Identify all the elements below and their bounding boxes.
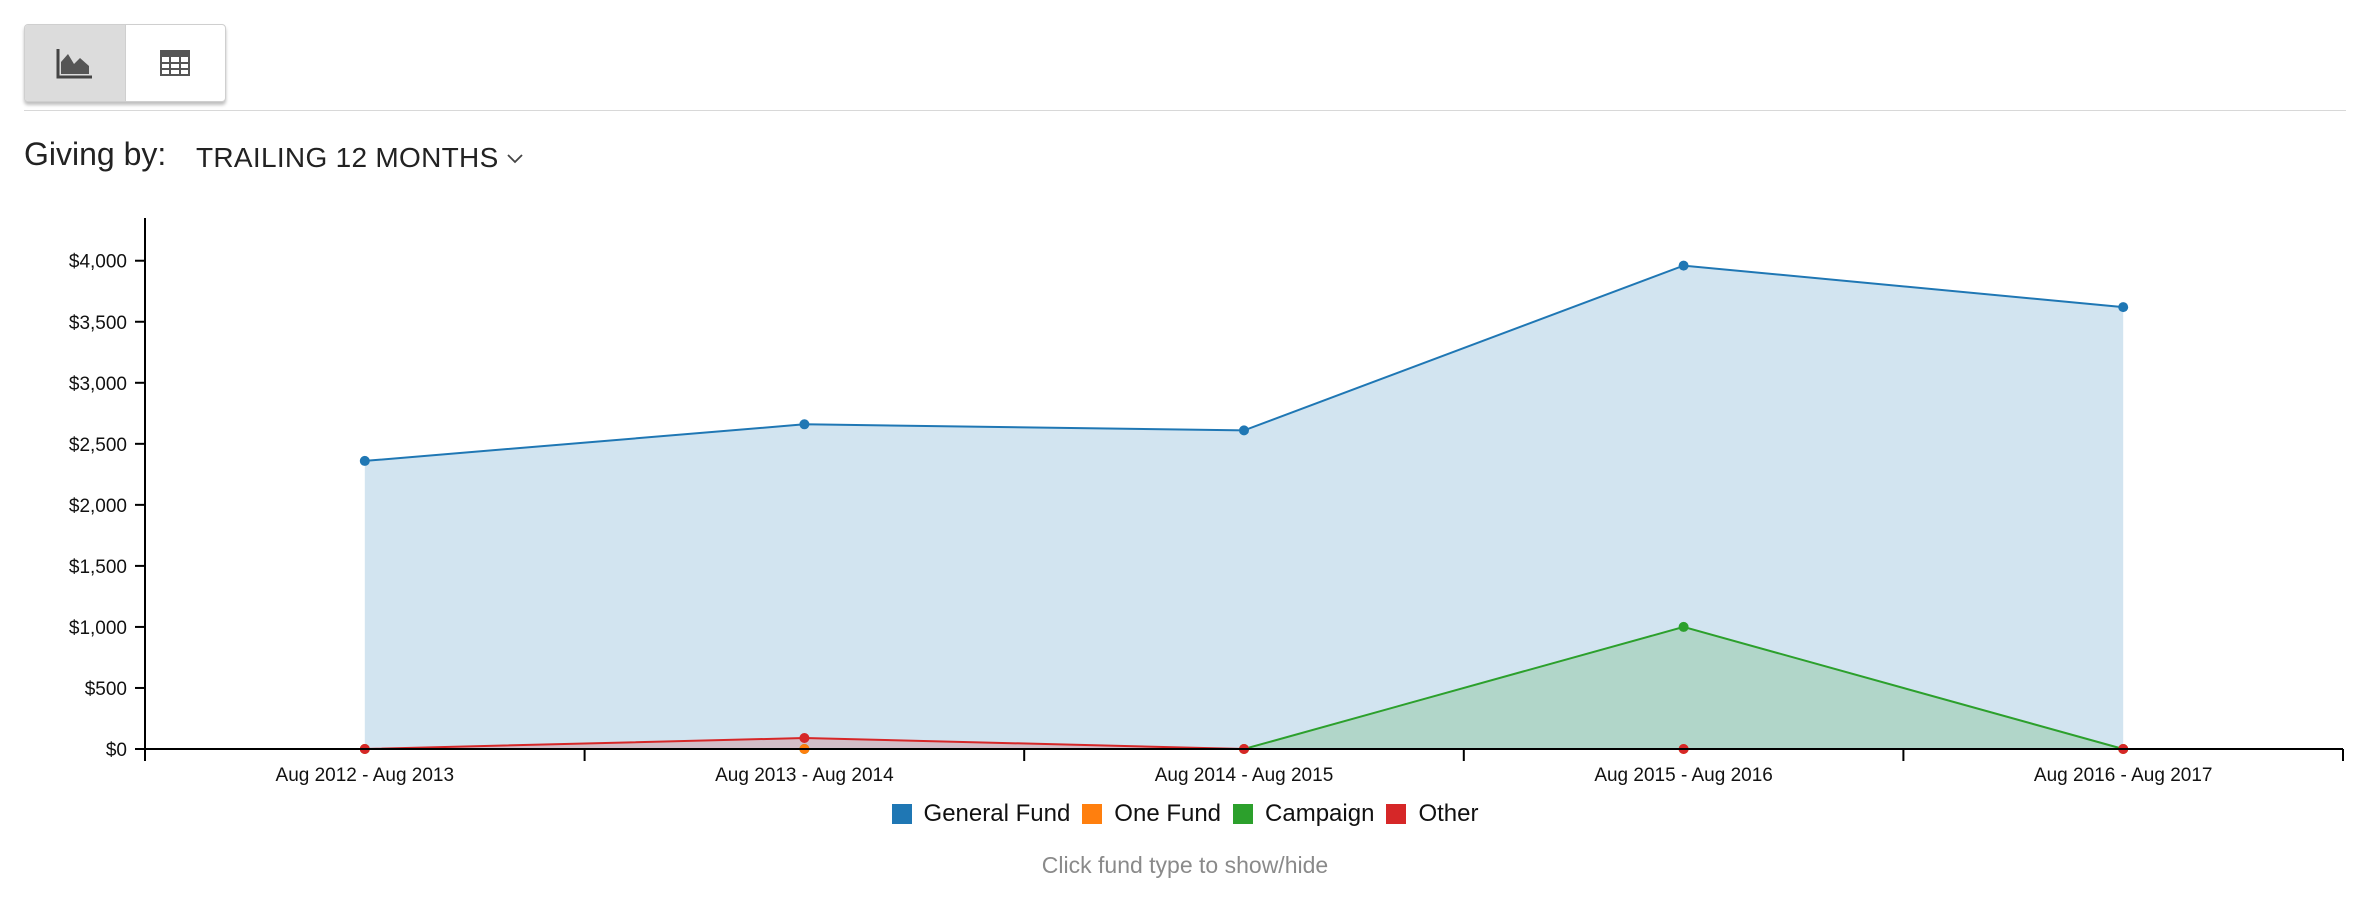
view-toggle — [24, 24, 226, 102]
legend-swatch — [1082, 804, 1103, 824]
giving-by-label: Giving by: — [24, 136, 167, 172]
legend-label: General Fund — [923, 800, 1071, 827]
legend-swatch — [891, 804, 912, 824]
y-tick-label: $3,000 — [69, 374, 127, 395]
y-tick-label: $2,000 — [69, 496, 127, 517]
y-tick-label: $3,500 — [69, 313, 127, 334]
legend-item-one-fund[interactable]: One Fund — [1082, 800, 1221, 828]
legend-label: Other — [1418, 800, 1479, 827]
giving-area-chart: $0 $500 $1,000 $1,500 $2,000 $2,500 $3,000 $3,5… — [69, 218, 2344, 786]
y-tick-label: $2,500 — [69, 435, 127, 456]
legend-label: One Fund — [1114, 800, 1222, 827]
chart-view-button[interactable] — [25, 25, 125, 101]
legend-item-campaign[interactable]: Campaign — [1233, 800, 1374, 828]
legend-item-other[interactable]: Other — [1386, 800, 1478, 828]
x-tick-label: Aug 2014 - Aug 2015 — [1155, 765, 1334, 786]
legend-swatch — [1386, 804, 1407, 824]
point-campaign — [1678, 621, 1689, 632]
point-general-fund — [799, 419, 810, 430]
divider — [24, 110, 2346, 111]
chart-legend: General Fund One Fund Campaign Other — [0, 800, 2370, 828]
x-tick-label: Aug 2015 - Aug 2016 — [1594, 765, 1773, 786]
table-view-button[interactable] — [124, 25, 226, 101]
y-tick-label: $0 — [106, 740, 127, 761]
point-other — [799, 733, 810, 744]
x-tick-label: Aug 2012 - Aug 2013 — [276, 765, 455, 786]
point-general-fund — [1239, 425, 1249, 436]
point-general-fund — [1678, 260, 1689, 271]
chevron-down-icon — [506, 154, 523, 164]
legend-item-general-fund[interactable]: General Fund — [891, 800, 1071, 828]
legend-label: Campaign — [1265, 800, 1375, 827]
y-tick-label: $4,000 — [69, 252, 127, 273]
point-general-fund — [2118, 302, 2129, 313]
legend-swatch — [1233, 804, 1254, 824]
x-tick-label: Aug 2013 - Aug 2014 — [715, 765, 894, 786]
y-tick-label: $500 — [85, 679, 127, 700]
table-icon — [160, 50, 191, 76]
period-dropdown-value: TRAILING 12 MONTHS — [196, 142, 499, 173]
x-tick-label: Aug 2016 - Aug 2017 — [2034, 765, 2213, 786]
point-general-fund — [359, 455, 370, 466]
period-dropdown[interactable]: TRAILING 12 MONTHS — [196, 142, 523, 174]
y-tick-label: $1,000 — [69, 618, 127, 639]
legend-hint: Click fund type to show/hide — [1041, 852, 1329, 878]
area-campaign — [364, 626, 2124, 749]
y-tick-label: $1,500 — [69, 557, 127, 578]
area-chart-icon — [56, 49, 92, 79]
